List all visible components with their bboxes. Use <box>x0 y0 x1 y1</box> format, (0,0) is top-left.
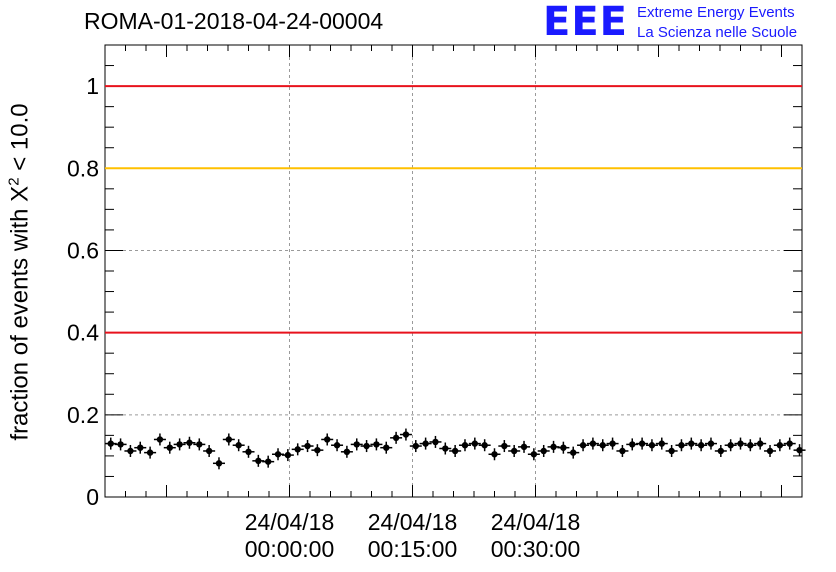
plot-frame <box>104 44 803 498</box>
data-point <box>205 447 213 455</box>
data-point <box>717 447 725 455</box>
data-point <box>678 442 685 449</box>
x-tick-label-date: 24/04/18 <box>245 509 335 535</box>
x-tick-label-time: 00:30:00 <box>491 536 581 562</box>
data-point <box>609 440 616 447</box>
data-point <box>697 442 705 449</box>
data-point <box>392 434 400 442</box>
data-point <box>530 451 538 458</box>
data-point <box>107 440 114 447</box>
data-point <box>363 442 370 450</box>
y-tick-label: 0.4 <box>67 320 99 346</box>
data-point <box>471 440 479 447</box>
data-point <box>501 442 508 450</box>
data-point <box>629 441 636 448</box>
data-point <box>707 440 715 447</box>
data-point <box>343 448 351 455</box>
y-tick-label: 0.2 <box>67 402 99 428</box>
data-point <box>373 441 380 448</box>
data-point <box>688 440 695 447</box>
data-point <box>225 436 233 443</box>
data-point <box>264 458 272 465</box>
data-point <box>166 444 173 451</box>
logo-line-1: Extreme Energy Events <box>637 4 795 21</box>
data-point <box>491 451 498 458</box>
data-point <box>196 441 203 448</box>
data-point <box>648 442 656 449</box>
data-point <box>638 440 646 447</box>
data-point <box>461 442 469 449</box>
logo-line-2: La Scienza nelle Scuole <box>637 24 798 41</box>
data-point <box>599 442 606 449</box>
data-point <box>786 440 793 447</box>
data-point <box>294 446 301 453</box>
data-point <box>127 447 134 455</box>
data-point <box>579 442 587 449</box>
data-point <box>520 443 528 451</box>
data-point <box>137 444 144 451</box>
data-point <box>284 451 292 459</box>
data-point <box>353 441 360 448</box>
y-tick-label: 1 <box>86 73 99 99</box>
data-point <box>756 440 764 447</box>
data-point <box>570 449 577 456</box>
data-point <box>146 449 154 456</box>
data-point <box>796 446 803 454</box>
data-point <box>668 447 675 455</box>
data-point <box>186 439 193 446</box>
data-point <box>540 447 547 455</box>
data-point <box>510 447 518 455</box>
data-point <box>560 444 567 451</box>
data-point <box>274 451 282 458</box>
data-point <box>658 440 665 447</box>
data-point <box>412 442 419 450</box>
y-tick-label: 0 <box>86 484 99 510</box>
data-point <box>333 442 341 449</box>
chart-title: ROMA-01-2018-04-24-00004 <box>84 8 384 34</box>
x-tick-label-date: 24/04/18 <box>368 509 458 535</box>
data-point <box>747 442 754 449</box>
data-point <box>255 457 262 465</box>
data-point <box>451 447 459 455</box>
data-point <box>176 441 183 448</box>
x-tick-label-time: 00:15:00 <box>368 536 458 562</box>
data-point <box>422 440 429 447</box>
data-point <box>481 442 488 449</box>
data-point <box>314 446 321 454</box>
data-point <box>215 460 223 467</box>
y-tick-label: 0.8 <box>67 155 99 181</box>
data-point <box>432 438 439 446</box>
data-point <box>619 447 626 455</box>
data-point <box>156 436 164 443</box>
eee-logo: EEE <box>543 0 628 45</box>
data-point <box>402 431 410 438</box>
data-point <box>589 440 597 447</box>
data-point <box>442 445 449 452</box>
data-point <box>304 442 311 450</box>
data-point <box>727 442 734 449</box>
data-point <box>550 443 557 451</box>
data-point <box>117 441 124 448</box>
x-tick-label-date: 24/04/18 <box>491 509 581 535</box>
data-point <box>776 442 784 449</box>
data-point <box>324 436 331 443</box>
x-tick-label-time: 00:00:00 <box>245 536 335 562</box>
data-point <box>737 440 744 447</box>
data-point <box>383 444 390 451</box>
data-point <box>766 447 774 455</box>
data-point <box>235 442 242 449</box>
data-point <box>245 448 252 455</box>
y-tick-label: 0.6 <box>67 237 99 263</box>
